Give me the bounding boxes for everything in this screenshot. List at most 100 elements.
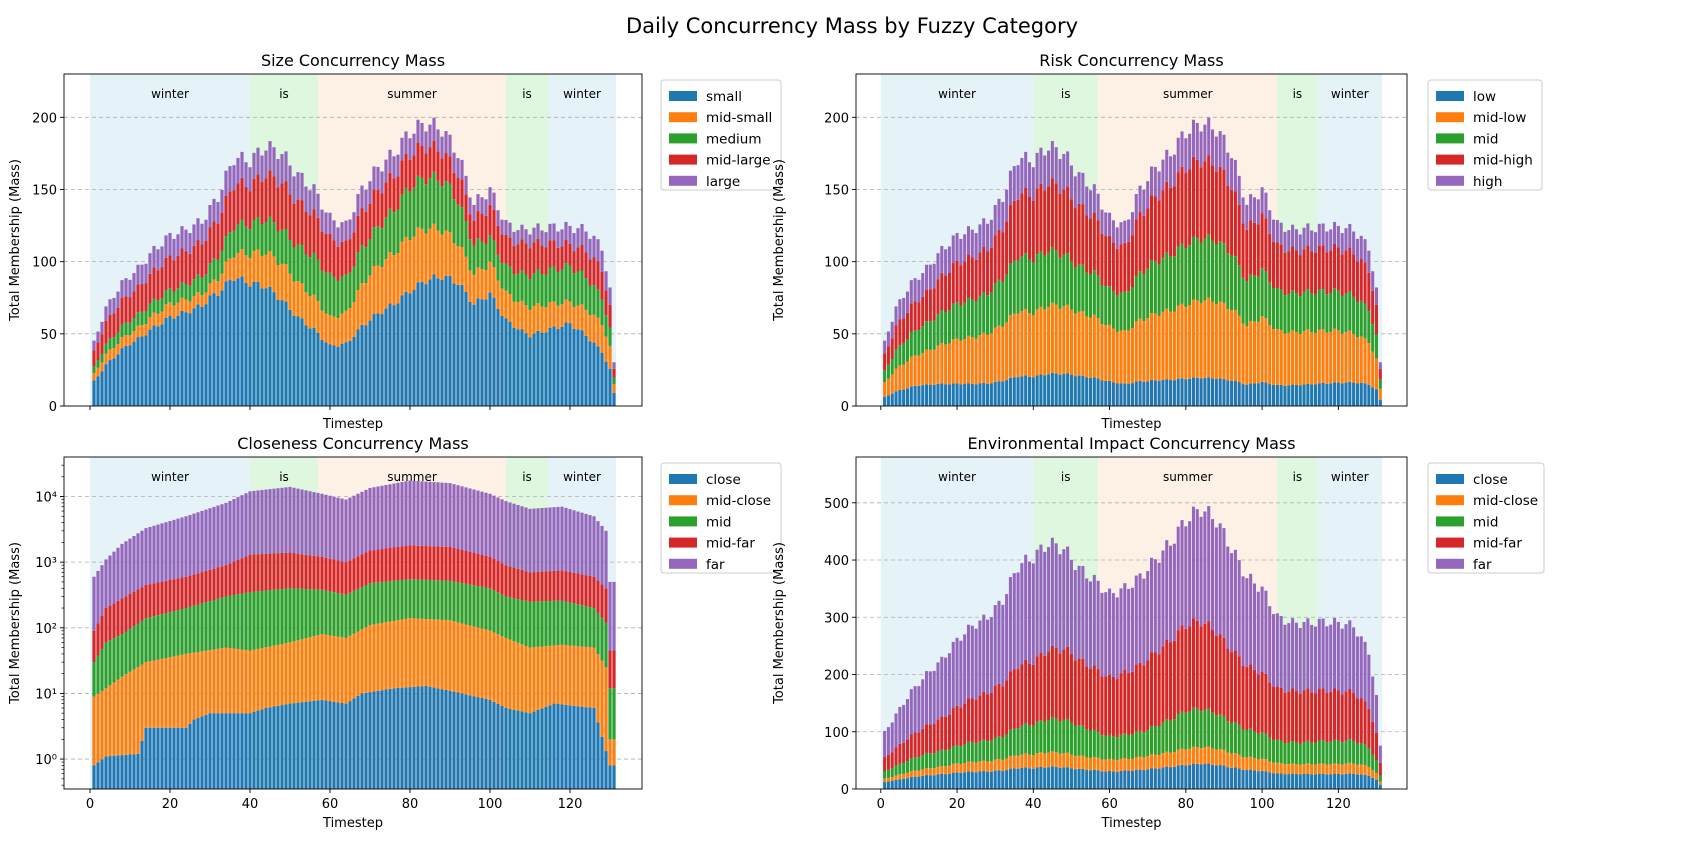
bar-mid: [966, 297, 971, 336]
bar-mid: [1100, 735, 1104, 760]
bar-mid-close: [986, 761, 990, 772]
bar-mid-close: [1203, 747, 1207, 765]
bar-medium: [356, 252, 360, 291]
bar-close: [1134, 769, 1138, 789]
bar-mid-low: [955, 338, 959, 384]
bar-mid: [1100, 285, 1104, 325]
bar-mid-large: [196, 240, 200, 275]
bar-mid-large: [376, 189, 380, 227]
bar-far: [955, 637, 959, 706]
bar-mid-high: [1325, 252, 1329, 295]
bar-high: [989, 219, 993, 248]
bar-mid-high: [1275, 242, 1279, 289]
bar-mid: [978, 295, 982, 336]
bar-mid: [1291, 741, 1295, 764]
bar-mid-close: [1367, 766, 1371, 776]
bar-mid-low: [1203, 300, 1207, 378]
bar-mid-far: [208, 569, 212, 602]
bar-mid-high: [1157, 200, 1161, 265]
bar-mid: [993, 737, 997, 760]
bar-mid-small: [256, 249, 260, 282]
bar-mid-large: [124, 296, 128, 323]
bar-small: [576, 329, 580, 406]
bar-mid-far: [1184, 628, 1188, 713]
bar-mid-large: [432, 140, 436, 172]
bar-far: [1008, 577, 1012, 672]
bar-mid-far: [508, 566, 512, 598]
bar-high: [1016, 165, 1020, 200]
bar-small: [120, 348, 124, 406]
bar-mid-close: [1317, 763, 1321, 774]
bar-mid: [188, 606, 192, 654]
bar-small: [428, 279, 432, 406]
bar-high: [1104, 212, 1108, 237]
bar-medium: [388, 208, 392, 253]
bar-medium: [336, 280, 340, 319]
bar-close: [212, 713, 216, 789]
bar-high: [1249, 194, 1253, 221]
bar-mid-far: [1188, 626, 1192, 712]
bar-mid-close: [890, 777, 894, 782]
bar-far: [480, 491, 484, 555]
bar-large: [484, 199, 488, 216]
bar-low: [1355, 383, 1359, 406]
bar-mid: [1169, 256, 1173, 312]
bar-mid-close: [1027, 754, 1032, 769]
bar-mid: [244, 592, 248, 651]
bar-mid: [890, 359, 894, 375]
bar-large: [600, 250, 604, 272]
bar-mid-low: [1268, 325, 1272, 385]
bar-mid-small: [344, 310, 348, 343]
bar-far: [588, 515, 592, 576]
bar-medium: [512, 274, 516, 302]
bar-medium: [364, 247, 368, 284]
bar-small: [296, 316, 300, 406]
bar-mid-close: [572, 645, 576, 706]
bar-mid: [260, 590, 264, 649]
bar-mid-high: [1043, 190, 1047, 256]
bar-mid: [909, 331, 913, 357]
bar-close: [986, 771, 990, 789]
bar-far: [236, 497, 240, 560]
bar-mid: [970, 742, 974, 762]
bar-close: [1096, 770, 1100, 789]
bar-large: [432, 117, 436, 141]
bar-large: [396, 154, 400, 177]
bar-high: [1294, 229, 1298, 251]
bar-mid-large: [156, 270, 160, 301]
bar-high: [1275, 219, 1279, 243]
bar-low: [932, 384, 936, 406]
bar-large: [504, 219, 508, 235]
bar-low: [898, 389, 902, 406]
bar-close: [220, 713, 224, 789]
bar-far: [516, 504, 520, 569]
bar-mid-large: [204, 240, 208, 275]
bar-mid-far: [504, 565, 508, 597]
bar-small: [312, 327, 316, 406]
bar-mid: [1130, 734, 1134, 759]
bar-large: [360, 185, 364, 209]
bar-mid: [1317, 740, 1321, 764]
bar-far: [1321, 618, 1325, 689]
bar-mid-close: [444, 620, 448, 690]
bar-close: [120, 755, 124, 789]
bar-mid: [456, 582, 460, 623]
season-label: is: [522, 470, 532, 484]
bar-high: [1142, 189, 1146, 216]
bar-small: [604, 361, 608, 406]
bar-mid-far: [1081, 658, 1085, 726]
bar-mid: [360, 586, 364, 630]
bar-mid-close: [128, 671, 132, 755]
bar-mid-far: [1344, 691, 1348, 741]
bar-mid-far: [1283, 692, 1287, 744]
bar-mid-close: [496, 634, 500, 704]
bar-mid-low: [1119, 330, 1123, 384]
bar-mid-far: [936, 719, 940, 752]
bar-mid-small: [340, 313, 344, 344]
bar-mid-far: [1317, 688, 1321, 741]
season-label: winter: [938, 470, 976, 484]
bar-far: [1264, 590, 1268, 674]
bar-mid: [280, 589, 284, 644]
bar-mid-large: [180, 248, 184, 283]
